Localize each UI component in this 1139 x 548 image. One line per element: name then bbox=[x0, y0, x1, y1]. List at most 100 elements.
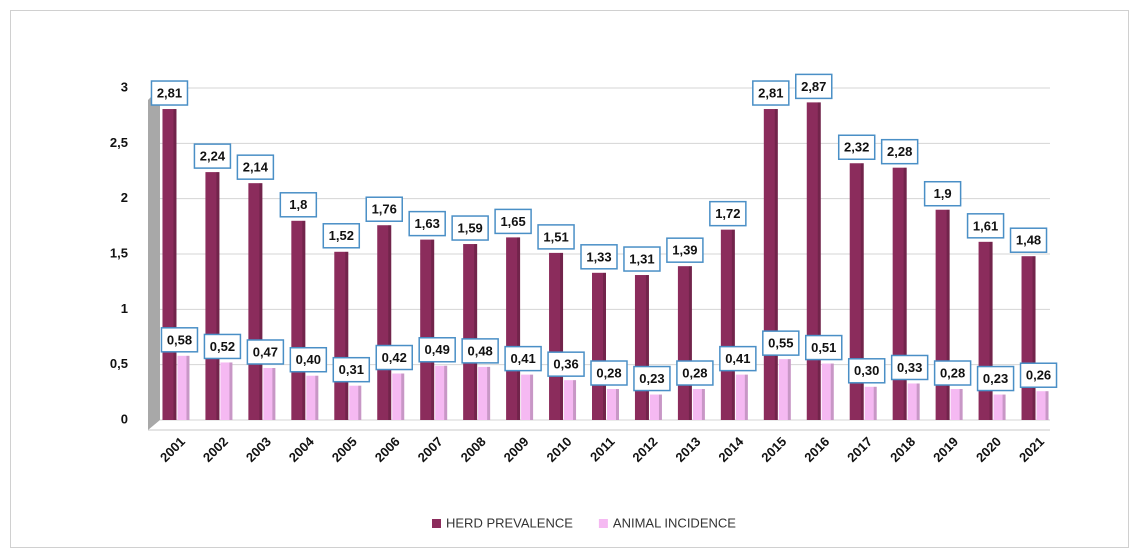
bar-side bbox=[1045, 391, 1049, 420]
data-label: 0,41 bbox=[510, 351, 535, 366]
bar bbox=[720, 229, 735, 420]
bar bbox=[521, 374, 534, 420]
bar-side bbox=[916, 383, 920, 420]
bar-side bbox=[560, 252, 564, 420]
data-label: 0,55 bbox=[768, 336, 793, 351]
bar bbox=[377, 225, 392, 420]
data-label-box bbox=[880, 138, 919, 165]
data-label: 0,36 bbox=[553, 357, 578, 372]
data-label-box bbox=[795, 73, 833, 100]
data-label: 2,32 bbox=[844, 140, 869, 155]
data-label: 0,49 bbox=[425, 342, 450, 357]
bar bbox=[821, 363, 834, 420]
data-label: 2,14 bbox=[243, 160, 269, 175]
bar-side bbox=[517, 237, 521, 420]
bar-side bbox=[216, 172, 220, 420]
bar-side bbox=[860, 163, 864, 420]
data-label: 1,48 bbox=[1016, 233, 1041, 248]
bar-side bbox=[959, 389, 963, 420]
data-label-box bbox=[633, 365, 671, 392]
bar-side bbox=[272, 367, 276, 420]
data-label-box bbox=[279, 192, 318, 218]
bar-side bbox=[388, 225, 392, 420]
data-label: 1,65 bbox=[500, 214, 525, 229]
data-label: 0,58 bbox=[167, 332, 192, 347]
bar bbox=[306, 375, 319, 420]
data-label-box bbox=[246, 339, 285, 365]
data-label-box bbox=[847, 358, 886, 384]
data-label: 1,59 bbox=[457, 220, 482, 235]
bar-side bbox=[946, 209, 950, 420]
data-label-box bbox=[236, 154, 275, 180]
bar-side bbox=[873, 386, 877, 420]
bar bbox=[392, 373, 405, 420]
data-label-box bbox=[537, 224, 575, 250]
data-label: 0,41 bbox=[725, 351, 750, 366]
data-label: 1,76 bbox=[372, 202, 397, 217]
bar bbox=[993, 394, 1006, 420]
bar bbox=[1036, 391, 1049, 420]
data-label-box bbox=[547, 351, 585, 377]
bar bbox=[435, 365, 448, 420]
data-label: 0,47 bbox=[253, 344, 278, 359]
data-label-box bbox=[461, 338, 499, 364]
bar bbox=[649, 394, 662, 420]
data-label: 2,81 bbox=[157, 85, 182, 100]
data-label: 1,61 bbox=[973, 218, 998, 233]
bar bbox=[349, 385, 362, 420]
bar-side bbox=[774, 109, 778, 420]
bar bbox=[263, 367, 276, 420]
bar bbox=[778, 359, 791, 420]
data-label: 0,23 bbox=[983, 371, 1008, 386]
bar-side bbox=[302, 220, 306, 420]
data-label: 0,48 bbox=[467, 343, 492, 358]
bar-side bbox=[173, 109, 177, 420]
data-label: 1,33 bbox=[586, 249, 611, 264]
data-label-box bbox=[365, 196, 403, 222]
y-tick-label: 2,5 bbox=[110, 135, 128, 150]
bar bbox=[907, 383, 920, 420]
data-label-box bbox=[1019, 362, 1058, 388]
data-label-box bbox=[890, 354, 929, 381]
bar bbox=[177, 355, 190, 420]
y-tick-label: 1,5 bbox=[110, 245, 128, 260]
data-label: 1,63 bbox=[415, 216, 440, 231]
data-label: 2,28 bbox=[887, 144, 912, 159]
data-label-box bbox=[580, 244, 618, 270]
legend-swatch bbox=[432, 519, 441, 528]
bar-side bbox=[358, 385, 362, 420]
bar-side bbox=[315, 375, 319, 420]
bar-side bbox=[616, 389, 619, 420]
data-label-box bbox=[1009, 227, 1048, 253]
bar bbox=[420, 239, 435, 420]
bar-side bbox=[259, 183, 263, 420]
bar-side bbox=[645, 275, 649, 420]
bar-side bbox=[701, 389, 705, 420]
data-label: 0,28 bbox=[682, 365, 707, 380]
bar bbox=[735, 374, 748, 420]
data-label-box bbox=[408, 210, 446, 237]
bar bbox=[607, 389, 619, 420]
y-tick-label: 2 bbox=[121, 190, 128, 205]
data-label: 1,39 bbox=[672, 243, 697, 258]
bar-side bbox=[431, 239, 435, 420]
data-label: 1,31 bbox=[629, 251, 654, 266]
data-label-box bbox=[590, 360, 628, 386]
data-label: 2,24 bbox=[200, 149, 226, 164]
bar bbox=[849, 163, 864, 420]
data-label-box bbox=[976, 365, 1015, 392]
data-label: 0,52 bbox=[210, 339, 235, 354]
data-label-box bbox=[494, 208, 532, 235]
data-label-box bbox=[193, 143, 232, 169]
data-label-box bbox=[451, 215, 489, 241]
data-label: 0,30 bbox=[854, 363, 879, 378]
bar-side bbox=[989, 241, 993, 420]
data-label: 0,40 bbox=[296, 352, 321, 367]
data-label-box bbox=[719, 345, 757, 372]
bar-side bbox=[487, 366, 491, 420]
bar-side bbox=[186, 355, 190, 420]
bar bbox=[692, 389, 705, 420]
data-label-box bbox=[752, 80, 790, 106]
bar bbox=[564, 380, 577, 420]
